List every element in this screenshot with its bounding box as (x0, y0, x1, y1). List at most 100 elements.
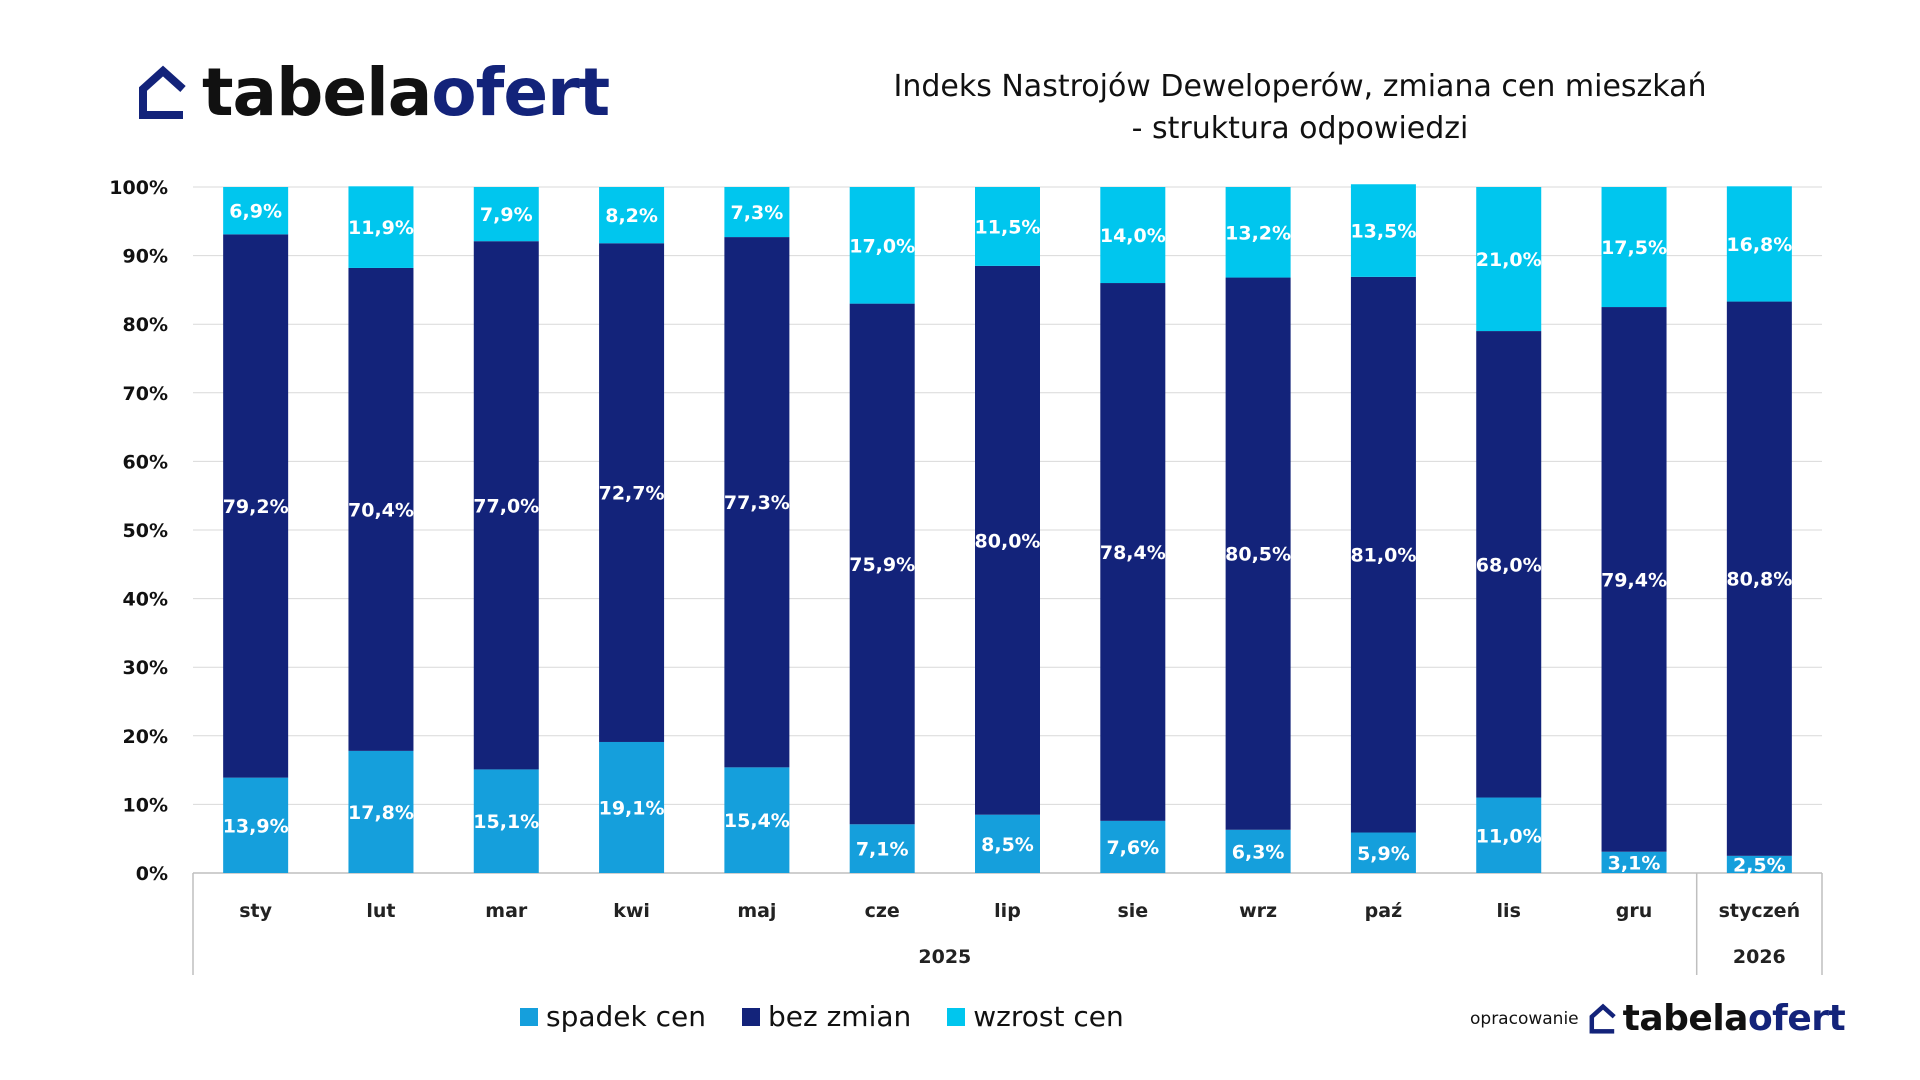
bar-segment (1601, 307, 1667, 852)
data-label: 80,0% (975, 530, 1041, 552)
bar-segment (1225, 277, 1291, 830)
bar-segment (599, 741, 665, 873)
bar-segment (473, 769, 539, 873)
bar-segment (975, 187, 1040, 266)
y-tick-label: 100% (109, 177, 168, 199)
data-label: 7,3% (731, 202, 784, 224)
category-label: lis (1497, 900, 1521, 922)
category-label: sty (239, 900, 272, 922)
bar-segment (1476, 331, 1542, 798)
category-label: wrz (1239, 900, 1277, 922)
y-tick-label: 20% (123, 726, 168, 748)
data-label: 75,9% (849, 554, 915, 576)
bar-segment (223, 187, 289, 235)
data-label: 78,4% (1100, 542, 1166, 564)
data-label: 81,0% (1350, 545, 1416, 567)
data-label: 11,0% (1476, 825, 1542, 847)
bar-segment (975, 265, 1040, 815)
bar-segment (599, 243, 665, 742)
bar-segment (1225, 187, 1291, 278)
bar-segment (724, 767, 790, 873)
data-label: 11,5% (975, 216, 1041, 238)
category-label: styczeń (1719, 900, 1801, 922)
bar-segment (223, 777, 289, 873)
data-label: 79,4% (1601, 569, 1667, 591)
legend-label-bez: bez zmian (768, 1000, 912, 1033)
bar-segment (1225, 829, 1291, 873)
house-icon (139, 65, 186, 119)
year-group-label: 2025 (918, 946, 971, 968)
category-label: cze (865, 900, 900, 922)
brand-name-part2: ofert (431, 54, 610, 131)
bar-segment (223, 234, 289, 778)
data-label: 7,6% (1106, 837, 1159, 859)
y-tick-label: 40% (123, 589, 168, 611)
bar-segment (1350, 184, 1416, 277)
bar-segment (1726, 301, 1792, 856)
data-label: 77,0% (473, 495, 539, 517)
data-label: 7,9% (480, 204, 533, 226)
y-tick-label: 90% (123, 246, 168, 268)
data-label: 77,3% (724, 492, 790, 514)
category-label: paź (1365, 900, 1402, 922)
brand-name-part1: tabela (202, 54, 432, 131)
category-label: maj (737, 900, 776, 922)
data-label: 21,0% (1476, 249, 1542, 271)
y-tick-label: 60% (123, 451, 168, 473)
footer-brand-part2: ofert (1747, 998, 1846, 1039)
category-label: lip (994, 900, 1021, 922)
legend-label-wzrost: wzrost cen (973, 1000, 1124, 1033)
chart-title: Indeks Nastrojów Deweloperów, zmiana cen… (820, 66, 1780, 150)
data-label: 15,4% (724, 810, 790, 832)
legend-swatch-wzrost (947, 1007, 966, 1026)
bar-segment (975, 814, 1040, 873)
footer-logo: tabela ofert (1589, 998, 1846, 1039)
bar-segment (1100, 820, 1166, 873)
data-label: 2,5% (1733, 854, 1786, 876)
data-label: 7,1% (856, 839, 909, 861)
data-label: 13,5% (1350, 221, 1416, 243)
data-label: 15,1% (473, 811, 539, 833)
bar-segment (348, 267, 414, 751)
bar-segment (473, 187, 539, 242)
data-label: 19,1% (599, 797, 665, 819)
data-label: 72,7% (599, 483, 665, 505)
bar-segment (849, 303, 915, 825)
bar-segment (1476, 187, 1542, 332)
data-label: 11,9% (348, 217, 414, 239)
bar-segment (1726, 186, 1792, 302)
data-label: 6,3% (1232, 841, 1285, 863)
bar-segment (1350, 832, 1416, 873)
chart-legend: spadek cen bez zmian wzrost cen (520, 1000, 1160, 1033)
footer-credit: opracowanie tabela ofert (1470, 998, 1846, 1039)
bar-segment (348, 750, 414, 873)
y-tick-label: 80% (123, 314, 168, 336)
bar-segment (724, 237, 790, 768)
data-label: 13,9% (223, 815, 289, 837)
category-label: mar (485, 900, 528, 922)
data-label: 68,0% (1476, 554, 1542, 576)
data-label: 80,5% (1225, 544, 1291, 566)
bar-segment (1601, 187, 1667, 308)
data-label: 8,2% (605, 205, 658, 227)
y-tick-label: 0% (136, 863, 168, 885)
data-label: 13,2% (1225, 222, 1291, 244)
legend-item-wzrost: wzrost cen (947, 1000, 1124, 1033)
y-tick-label: 10% (123, 794, 168, 816)
footer-brand-part1: tabela (1622, 998, 1749, 1039)
data-label: 14,0% (1100, 225, 1166, 247)
legend-label-spadek: spadek cen (546, 1000, 707, 1033)
bar-segment (1350, 276, 1416, 833)
footer-prefix: opracowanie (1470, 1008, 1579, 1029)
year-group-label: 2026 (1733, 946, 1786, 968)
category-label: lut (366, 900, 395, 922)
house-icon (1589, 1003, 1616, 1034)
data-label: 79,2% (223, 496, 289, 518)
data-label: 3,1% (1608, 852, 1661, 874)
chart-title-line2: - struktura odpowiedzi (1131, 111, 1469, 146)
legend-swatch-bez (742, 1007, 761, 1026)
data-label: 17,5% (1601, 237, 1667, 259)
data-label: 70,4% (348, 499, 414, 521)
y-tick-label: 50% (123, 520, 168, 542)
bar-segment (849, 187, 915, 304)
